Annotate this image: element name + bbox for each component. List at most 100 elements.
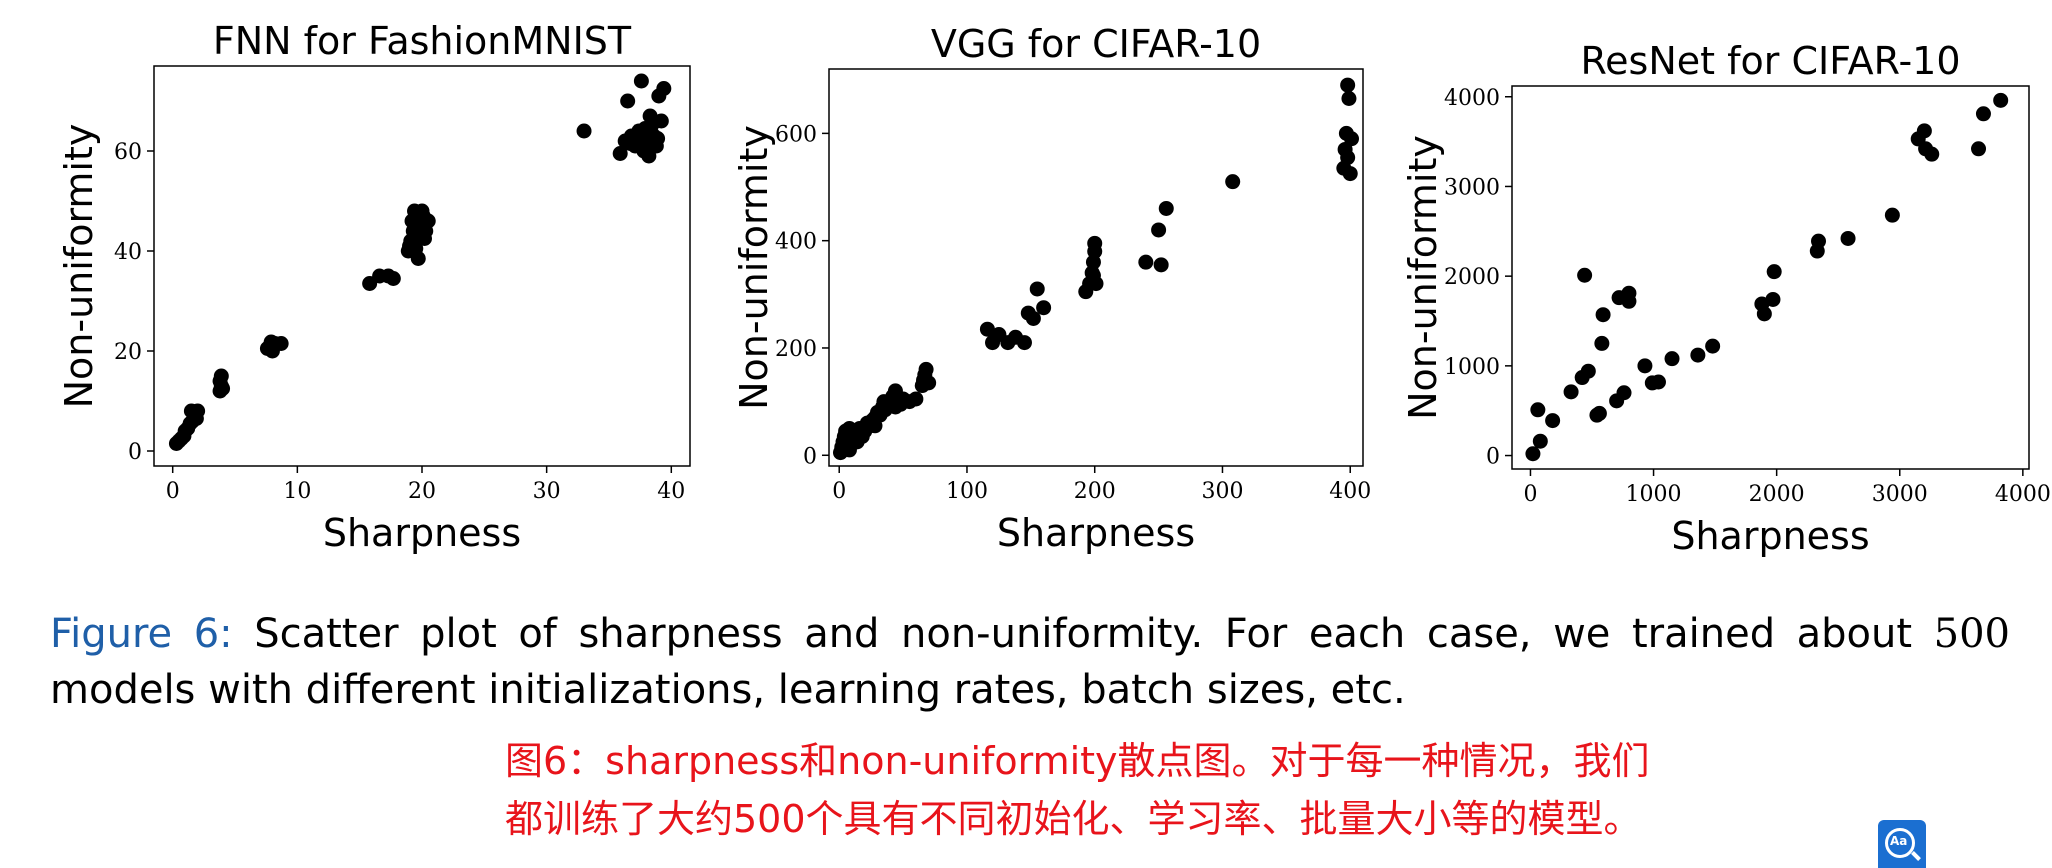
caption-text-after: models with different initializations, l… xyxy=(50,667,1406,713)
data-point xyxy=(1621,293,1637,309)
data-point xyxy=(1594,335,1610,351)
x-tick-label: 4000 xyxy=(1995,482,2051,507)
data-point xyxy=(876,394,892,410)
x-tick-label: 0 xyxy=(832,479,846,504)
data-point xyxy=(1563,384,1579,400)
x-tick-label: 200 xyxy=(1074,479,1116,504)
y-tick-label: 0 xyxy=(1486,445,1500,470)
x-tick-label: 40 xyxy=(657,479,685,504)
data-point xyxy=(1884,207,1900,223)
translate-button[interactable]: Aa xyxy=(1878,820,1926,868)
plot-frame xyxy=(1511,85,2030,470)
data-point xyxy=(1158,200,1174,216)
plot-frame xyxy=(828,68,1364,467)
chart-title: ResNet for CIFAR-10 xyxy=(1580,39,1960,83)
y-axis-label: Non-uniformity xyxy=(1401,135,1445,420)
data-point xyxy=(1340,150,1356,166)
data-point xyxy=(1225,174,1241,190)
data-point xyxy=(918,361,934,377)
data-point xyxy=(1924,146,1940,162)
data-point xyxy=(1087,235,1103,251)
data-point xyxy=(850,423,866,439)
data-point xyxy=(1036,300,1052,316)
x-tick-label: 0 xyxy=(166,479,180,504)
translation-line-1: 图6：sharpness和non-uniformity散点图。对于每一种情况，我… xyxy=(505,739,1650,783)
x-tick-label: 2000 xyxy=(1749,482,1805,507)
figure-caption: Figure 6: Scatter plot of sharpness and … xyxy=(50,606,2010,718)
data-point xyxy=(1530,402,1546,418)
data-point xyxy=(576,123,592,139)
data-point xyxy=(633,73,649,89)
data-point xyxy=(1025,310,1041,326)
data-point xyxy=(385,271,401,286)
data-point xyxy=(1705,338,1721,354)
data-point xyxy=(1085,268,1101,284)
data-point xyxy=(1153,257,1169,273)
plot-frame xyxy=(153,65,691,467)
data-point xyxy=(263,334,279,350)
data-point xyxy=(1532,433,1548,449)
data-point xyxy=(867,418,883,434)
y-tick-label: 20 xyxy=(114,340,142,365)
data-point xyxy=(1591,405,1607,421)
figure-label-link[interactable]: Figure 6: xyxy=(50,611,233,657)
data-point xyxy=(1637,358,1653,374)
data-point xyxy=(1840,230,1856,246)
data-point xyxy=(1690,347,1706,363)
data-point xyxy=(1975,106,1991,122)
chart-title: VGG for CIFAR-10 xyxy=(931,22,1261,66)
x-tick-label: 300 xyxy=(1201,479,1243,504)
chart-1: FNN for FashionMNIST 0 10 20 30 40 0 20 40 60 Shar… xyxy=(57,19,691,555)
chart-2: VGG for CIFAR-10 0 100 200 300 400 0 200 400 600 S… xyxy=(732,22,1371,555)
data-point xyxy=(1993,92,2009,108)
x-tick-label: 0 xyxy=(1523,482,1537,507)
data-point xyxy=(1344,131,1360,147)
y-tick-label: 3000 xyxy=(1444,175,1500,200)
data-point xyxy=(1756,306,1772,322)
x-tick-label: 400 xyxy=(1329,479,1371,504)
data-point xyxy=(414,203,430,219)
y-axis-label: Non-uniformity xyxy=(732,125,776,410)
data-point xyxy=(1525,446,1541,462)
data-point xyxy=(656,81,672,96)
data-point xyxy=(1971,141,1987,157)
data-point xyxy=(213,368,229,384)
x-axis-label: Sharpness xyxy=(997,511,1195,555)
data-point xyxy=(215,381,231,396)
y-axis-label: Non-uniformity xyxy=(57,124,101,409)
chart-title: FNN for FashionMNIST xyxy=(213,19,632,63)
data-point xyxy=(622,136,638,151)
x-tick-label: 10 xyxy=(283,479,311,504)
y-tick-label: 200 xyxy=(775,337,817,362)
data-point xyxy=(1765,291,1781,307)
y-tick-label: 60 xyxy=(114,140,142,165)
data-point xyxy=(1138,254,1154,270)
data-point xyxy=(653,113,669,129)
y-tick-label: 400 xyxy=(775,230,817,255)
data-point xyxy=(408,241,424,256)
data-point xyxy=(908,391,924,407)
data-point xyxy=(1340,77,1356,93)
magnifier-icon xyxy=(1885,828,1915,858)
y-tick-label: 4000 xyxy=(1444,86,1500,111)
data-point xyxy=(1577,267,1593,283)
translate-button-label: Aa xyxy=(1890,834,1908,848)
x-tick-label: 3000 xyxy=(1872,482,1928,507)
x-axis-label: Sharpness xyxy=(323,511,521,555)
data-point xyxy=(979,321,995,337)
x-tick-label: 20 xyxy=(408,479,436,504)
data-point xyxy=(1650,374,1666,390)
data-point xyxy=(642,108,658,124)
y-tick-label: 40 xyxy=(114,240,142,265)
data-point xyxy=(1029,281,1045,297)
data-point xyxy=(1916,123,1932,139)
data-point xyxy=(1016,335,1032,351)
data-point xyxy=(620,93,636,109)
data-point xyxy=(1766,264,1782,280)
data-point xyxy=(637,121,653,136)
data-point xyxy=(1595,307,1611,323)
data-point xyxy=(188,411,204,426)
data-point xyxy=(1545,413,1561,429)
x-tick-label: 100 xyxy=(946,479,988,504)
